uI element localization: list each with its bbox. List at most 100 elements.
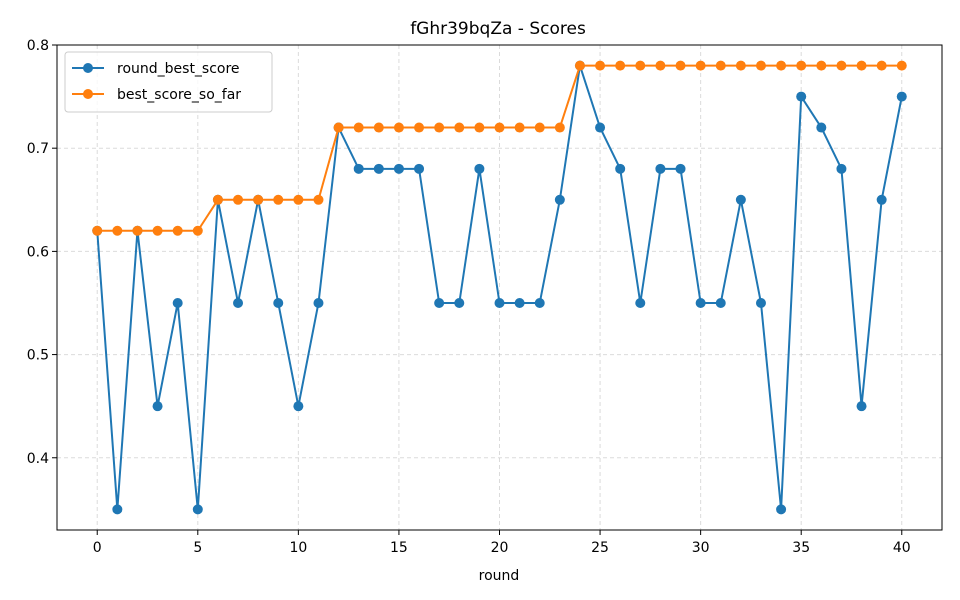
data-point [595, 122, 606, 133]
data-point [615, 163, 626, 174]
data-point [796, 91, 807, 102]
data-point [735, 194, 746, 205]
data-point [192, 225, 203, 236]
x-tick-label: 40 [893, 540, 911, 556]
x-tick-label: 5 [193, 540, 202, 556]
data-point [776, 60, 787, 71]
data-point [755, 60, 766, 71]
data-point [333, 122, 344, 133]
legend-label: round_best_score [117, 61, 240, 77]
data-point [92, 225, 103, 236]
data-point [836, 163, 847, 174]
legend-box [64, 51, 273, 113]
data-point [353, 163, 364, 174]
x-tick-label: 0 [93, 540, 102, 556]
y-axis: 0.4 0.5 0.6 0.7 0.8 [27, 38, 57, 467]
data-point [816, 60, 827, 71]
data-point [454, 122, 465, 133]
data-point [293, 194, 304, 205]
data-point [273, 194, 284, 205]
data-point [112, 225, 123, 236]
data-point [212, 194, 223, 205]
data-point [534, 297, 545, 308]
data-point [595, 60, 606, 71]
data-point [192, 504, 203, 515]
y-tick-label: 0.4 [27, 451, 49, 467]
x-tick-label: 15 [390, 540, 408, 556]
data-point [715, 297, 726, 308]
data-point [514, 122, 525, 133]
data-point [474, 163, 485, 174]
data-point [393, 122, 404, 133]
data-point [172, 225, 183, 236]
data-point [313, 297, 324, 308]
x-tick-label: 35 [792, 540, 810, 556]
legend-marker [83, 89, 93, 99]
data-point [152, 401, 163, 412]
data-point [876, 60, 887, 71]
data-point [695, 297, 706, 308]
data-point [293, 401, 304, 412]
data-point [655, 163, 666, 174]
data-point [856, 401, 867, 412]
y-tick-label: 0.7 [27, 141, 49, 157]
data-point [675, 60, 686, 71]
data-point [514, 297, 525, 308]
y-tick-label: 0.8 [27, 38, 49, 54]
data-point [635, 60, 646, 71]
data-point [373, 163, 384, 174]
data-point [253, 194, 264, 205]
data-point [776, 504, 787, 515]
x-tick-label: 20 [491, 540, 509, 556]
data-point [233, 194, 244, 205]
data-point [233, 297, 244, 308]
data-point [876, 194, 887, 205]
data-point [796, 60, 807, 71]
data-point [434, 122, 445, 133]
data-point [414, 163, 425, 174]
data-point [574, 60, 585, 71]
legend: round_best_score best_score_so_far [64, 51, 273, 113]
data-point [896, 60, 907, 71]
legend-label: best_score_so_far [117, 87, 241, 103]
data-point [715, 60, 726, 71]
series-best-score-so-far [92, 60, 907, 236]
x-tick-label: 10 [289, 540, 307, 556]
data-point [373, 122, 384, 133]
data-point [393, 163, 404, 174]
data-point [434, 297, 445, 308]
data-point [152, 225, 163, 236]
data-point [755, 297, 766, 308]
data-point [635, 297, 646, 308]
data-point [615, 60, 626, 71]
data-point [735, 60, 746, 71]
data-point [675, 163, 686, 174]
data-point [554, 194, 565, 205]
data-point [494, 122, 505, 133]
legend-marker [83, 63, 93, 73]
data-point [273, 297, 284, 308]
data-point [353, 122, 364, 133]
data-point [655, 60, 666, 71]
data-point [695, 60, 706, 71]
data-point [414, 122, 425, 133]
data-point [474, 122, 485, 133]
data-point [896, 91, 907, 102]
x-tick-label: 25 [591, 540, 609, 556]
data-point [554, 122, 565, 133]
y-tick-label: 0.5 [27, 348, 49, 364]
data-point [313, 194, 324, 205]
data-point [112, 504, 123, 515]
chart-title: fGhr39bqZa - Scores [410, 19, 586, 39]
data-point [856, 60, 867, 71]
x-axis: 0 5 10 15 20 25 30 35 40 [93, 530, 911, 556]
data-point [454, 297, 465, 308]
series-layer [92, 60, 907, 515]
data-point [836, 60, 847, 71]
data-point [816, 122, 827, 133]
x-tick-label: 30 [692, 540, 710, 556]
data-point [494, 297, 505, 308]
data-point [132, 225, 143, 236]
data-point [172, 297, 183, 308]
